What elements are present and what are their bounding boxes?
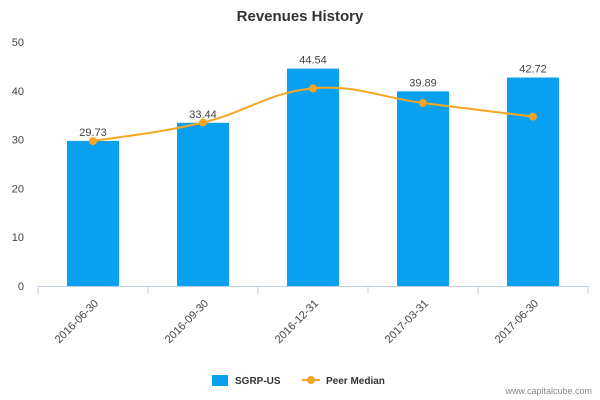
bar-2016-06-30[interactable] bbox=[67, 140, 119, 286]
x-tick-label: 2016-12-31 bbox=[273, 298, 321, 346]
bar-value-label: 42.72 bbox=[519, 64, 547, 76]
peer-median-point-2017-06-30[interactable] bbox=[529, 112, 537, 121]
y-tick-label: 30 bbox=[12, 135, 24, 147]
bar-series-group bbox=[67, 68, 559, 287]
chart-title: Revenues History bbox=[237, 8, 364, 25]
y-tick-label: 40 bbox=[12, 86, 24, 98]
legend[interactable]: SGRP-US Peer Median bbox=[212, 375, 385, 387]
y-tick-label: 20 bbox=[12, 183, 24, 195]
bar-2017-03-31[interactable] bbox=[397, 91, 449, 287]
legend-peer-median-label: Peer Median bbox=[326, 376, 385, 387]
legend-item-bar-series[interactable]: SGRP-US bbox=[212, 375, 281, 387]
legend-line-marker bbox=[307, 376, 315, 384]
peer-median-point-2016-12-31[interactable] bbox=[309, 84, 317, 93]
bar-value-label: 29.73 bbox=[79, 127, 107, 139]
y-tick-label: 50 bbox=[12, 37, 24, 49]
peer-median-point-2016-06-30[interactable] bbox=[89, 137, 97, 146]
bar-2017-06-30[interactable] bbox=[507, 77, 559, 286]
legend-item-peer-median[interactable]: Peer Median bbox=[302, 376, 385, 387]
x-tick-label: 2016-06-30 bbox=[53, 298, 101, 346]
y-tick-label: 0 bbox=[18, 281, 24, 293]
legend-bar-swatch bbox=[212, 375, 228, 386]
y-axis: 0 10 20 30 40 50 bbox=[12, 37, 24, 293]
peer-median-point-2016-09-30[interactable] bbox=[199, 118, 207, 127]
peer-median-series-group bbox=[89, 84, 537, 146]
bar-value-label: 39.89 bbox=[409, 77, 437, 89]
bar-2016-12-31[interactable] bbox=[287, 68, 339, 286]
x-axis: 2016-06-30 2016-09-30 2016-12-31 2017-03-31… bbox=[37, 286, 589, 346]
y-tick-label: 10 bbox=[12, 232, 24, 244]
x-tick-label: 2017-06-30 bbox=[493, 298, 541, 346]
peer-median-point-2017-03-31[interactable] bbox=[419, 99, 427, 107]
bar-value-label: 44.54 bbox=[299, 55, 327, 67]
bar-2016-09-30[interactable] bbox=[177, 122, 229, 286]
x-tick-label: 2016-09-30 bbox=[163, 298, 211, 346]
bar-value-label: 33.44 bbox=[189, 109, 217, 121]
x-tick-label: 2017-03-31 bbox=[383, 298, 431, 346]
legend-bar-series-label: SGRP-US bbox=[235, 376, 281, 387]
credit-text: www.capitalcube.com bbox=[504, 386, 592, 396]
data-labels-group: 29.73 33.44 44.54 39.89 42.72 bbox=[79, 55, 547, 139]
